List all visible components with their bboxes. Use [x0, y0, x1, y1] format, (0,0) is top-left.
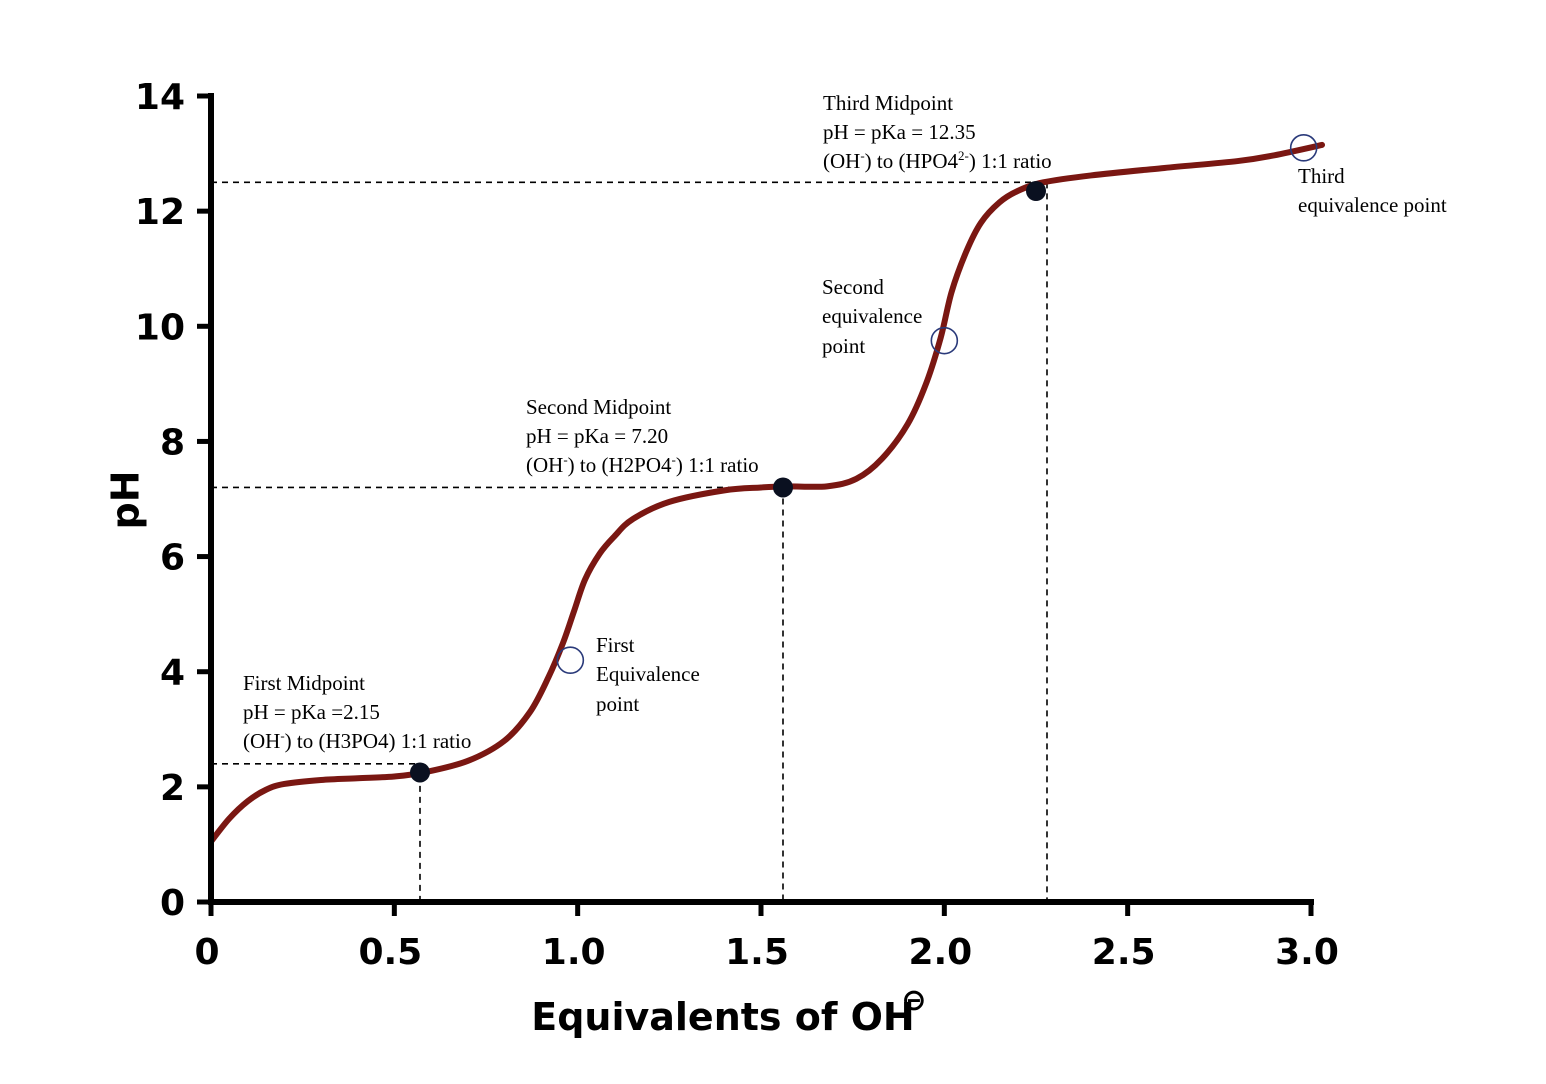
y-tick-label: 8 [160, 422, 185, 463]
midpoint-marker [1026, 180, 1046, 201]
y-tick-label: 6 [160, 538, 185, 579]
x-axis-title-superscript: ⊖ [901, 983, 926, 1018]
second-midpoint-pka: pH = pKa = 7.20 [526, 424, 668, 448]
first-midpoint-annotation: First Midpoint pH = pKa =2.15 (OH-) to (… [243, 671, 471, 753]
third-midpoint-ratio: (OH-) to (HPO42-) 1:1 ratio [823, 148, 1052, 173]
first-midpoint-title: First Midpoint [243, 671, 365, 695]
y-axis-title: pH [104, 470, 148, 529]
guide-lines [211, 181, 1048, 902]
third-midpoint-pka: pH = pKa = 12.35 [823, 120, 976, 144]
third-equivalence-annotation: Third equivalence point [1298, 164, 1447, 217]
axes [208, 93, 1314, 905]
first-equivalence-line-2: Equivalence [596, 662, 700, 686]
y-tick-label: 10 [135, 307, 185, 348]
second-midpoint-ratio: (OH-) to (H2PO4-) 1:1 ratio [526, 452, 759, 477]
ticks: 0 2 4 6 8 10 12 14 0 0.5 1.0 1.5 2.0 2.5 3.0 [135, 77, 1339, 973]
y-tick-label: 0 [160, 883, 185, 924]
y-tick-label: 14 [135, 77, 185, 118]
third-equivalence-line-2: equivalence point [1298, 193, 1447, 217]
equivalence-point-circle [1289, 134, 1318, 162]
second-equivalence-line-1: Second [822, 275, 884, 299]
second-equivalence-line-2: equivalence [822, 304, 922, 328]
equivalence-point-circle [930, 326, 959, 355]
first-midpoint-pka: pH = pKa =2.15 [243, 700, 380, 724]
third-midpoint-title: Third Midpoint [823, 91, 953, 115]
y-tick-label: 4 [160, 653, 185, 694]
second-equivalence-annotation: Second equivalence point [822, 275, 922, 358]
x-tick-label: 1.0 [542, 932, 606, 973]
midpoint-marker [410, 762, 430, 783]
first-midpoint-ratio: (OH-) to (H3PO4) 1:1 ratio [243, 728, 471, 753]
x-tick-label: 0 [194, 932, 219, 973]
equivalence-point-circle [556, 646, 585, 675]
markers [410, 134, 1318, 783]
first-equivalence-line-3: point [596, 692, 639, 716]
x-tick-label: 0.5 [358, 932, 422, 973]
y-tick-label: 2 [160, 768, 185, 809]
titration-curve [208, 141, 1325, 845]
x-tick-label: 2.0 [908, 932, 972, 973]
x-tick-label: 2.5 [1092, 932, 1156, 973]
second-midpoint-title: Second Midpoint [526, 395, 671, 419]
first-equivalence-annotation: First Equivalence point [596, 633, 700, 716]
x-axis-title: Equivalents of OH [531, 995, 915, 1039]
curve-layer [208, 141, 1325, 845]
x-tick-label: 3.0 [1275, 932, 1339, 973]
third-equivalence-line-1: Third [1298, 164, 1345, 188]
midpoint-marker [773, 477, 793, 498]
first-equivalence-line-1: First [596, 633, 635, 657]
x-tick-label: 1.5 [725, 932, 789, 973]
third-midpoint-annotation: Third Midpoint pH = pKa = 12.35 (OH-) to… [823, 91, 1052, 173]
second-midpoint-annotation: Second Midpoint pH = pKa = 7.20 (OH-) to… [526, 395, 759, 477]
second-equivalence-line-3: point [822, 334, 865, 358]
y-tick-label: 12 [135, 192, 185, 233]
